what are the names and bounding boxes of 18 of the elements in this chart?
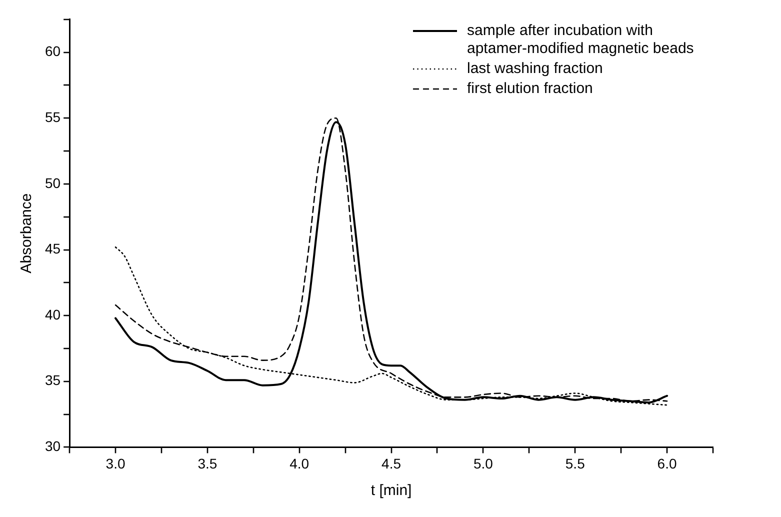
legend-label: first elution fraction bbox=[467, 80, 593, 98]
y-tick-label: 30 bbox=[44, 438, 61, 454]
x-tick-label: 5.0 bbox=[473, 455, 494, 472]
legend-label: last washing fraction bbox=[467, 60, 603, 78]
x-axis-title: t [min] bbox=[370, 482, 412, 500]
y-axis-title: Absorbance bbox=[18, 193, 36, 274]
y-tick-label: 55 bbox=[44, 108, 61, 125]
x-tick-label: 5.5 bbox=[565, 455, 586, 472]
x-tick-label: 3.0 bbox=[106, 455, 126, 472]
y-tick-label: 60 bbox=[44, 43, 61, 60]
x-tick-label: 3.5 bbox=[198, 455, 218, 472]
y-tick-label: 35 bbox=[44, 372, 61, 388]
y-tick-label: 50 bbox=[44, 174, 61, 191]
y-tick-label: 45 bbox=[44, 240, 61, 257]
x-tick-label: 4.5 bbox=[382, 455, 402, 472]
x-tick-label: 6.0 bbox=[657, 455, 677, 472]
x-tick-label: 4.0 bbox=[290, 455, 310, 472]
y-tick-label: 40 bbox=[44, 306, 61, 322]
